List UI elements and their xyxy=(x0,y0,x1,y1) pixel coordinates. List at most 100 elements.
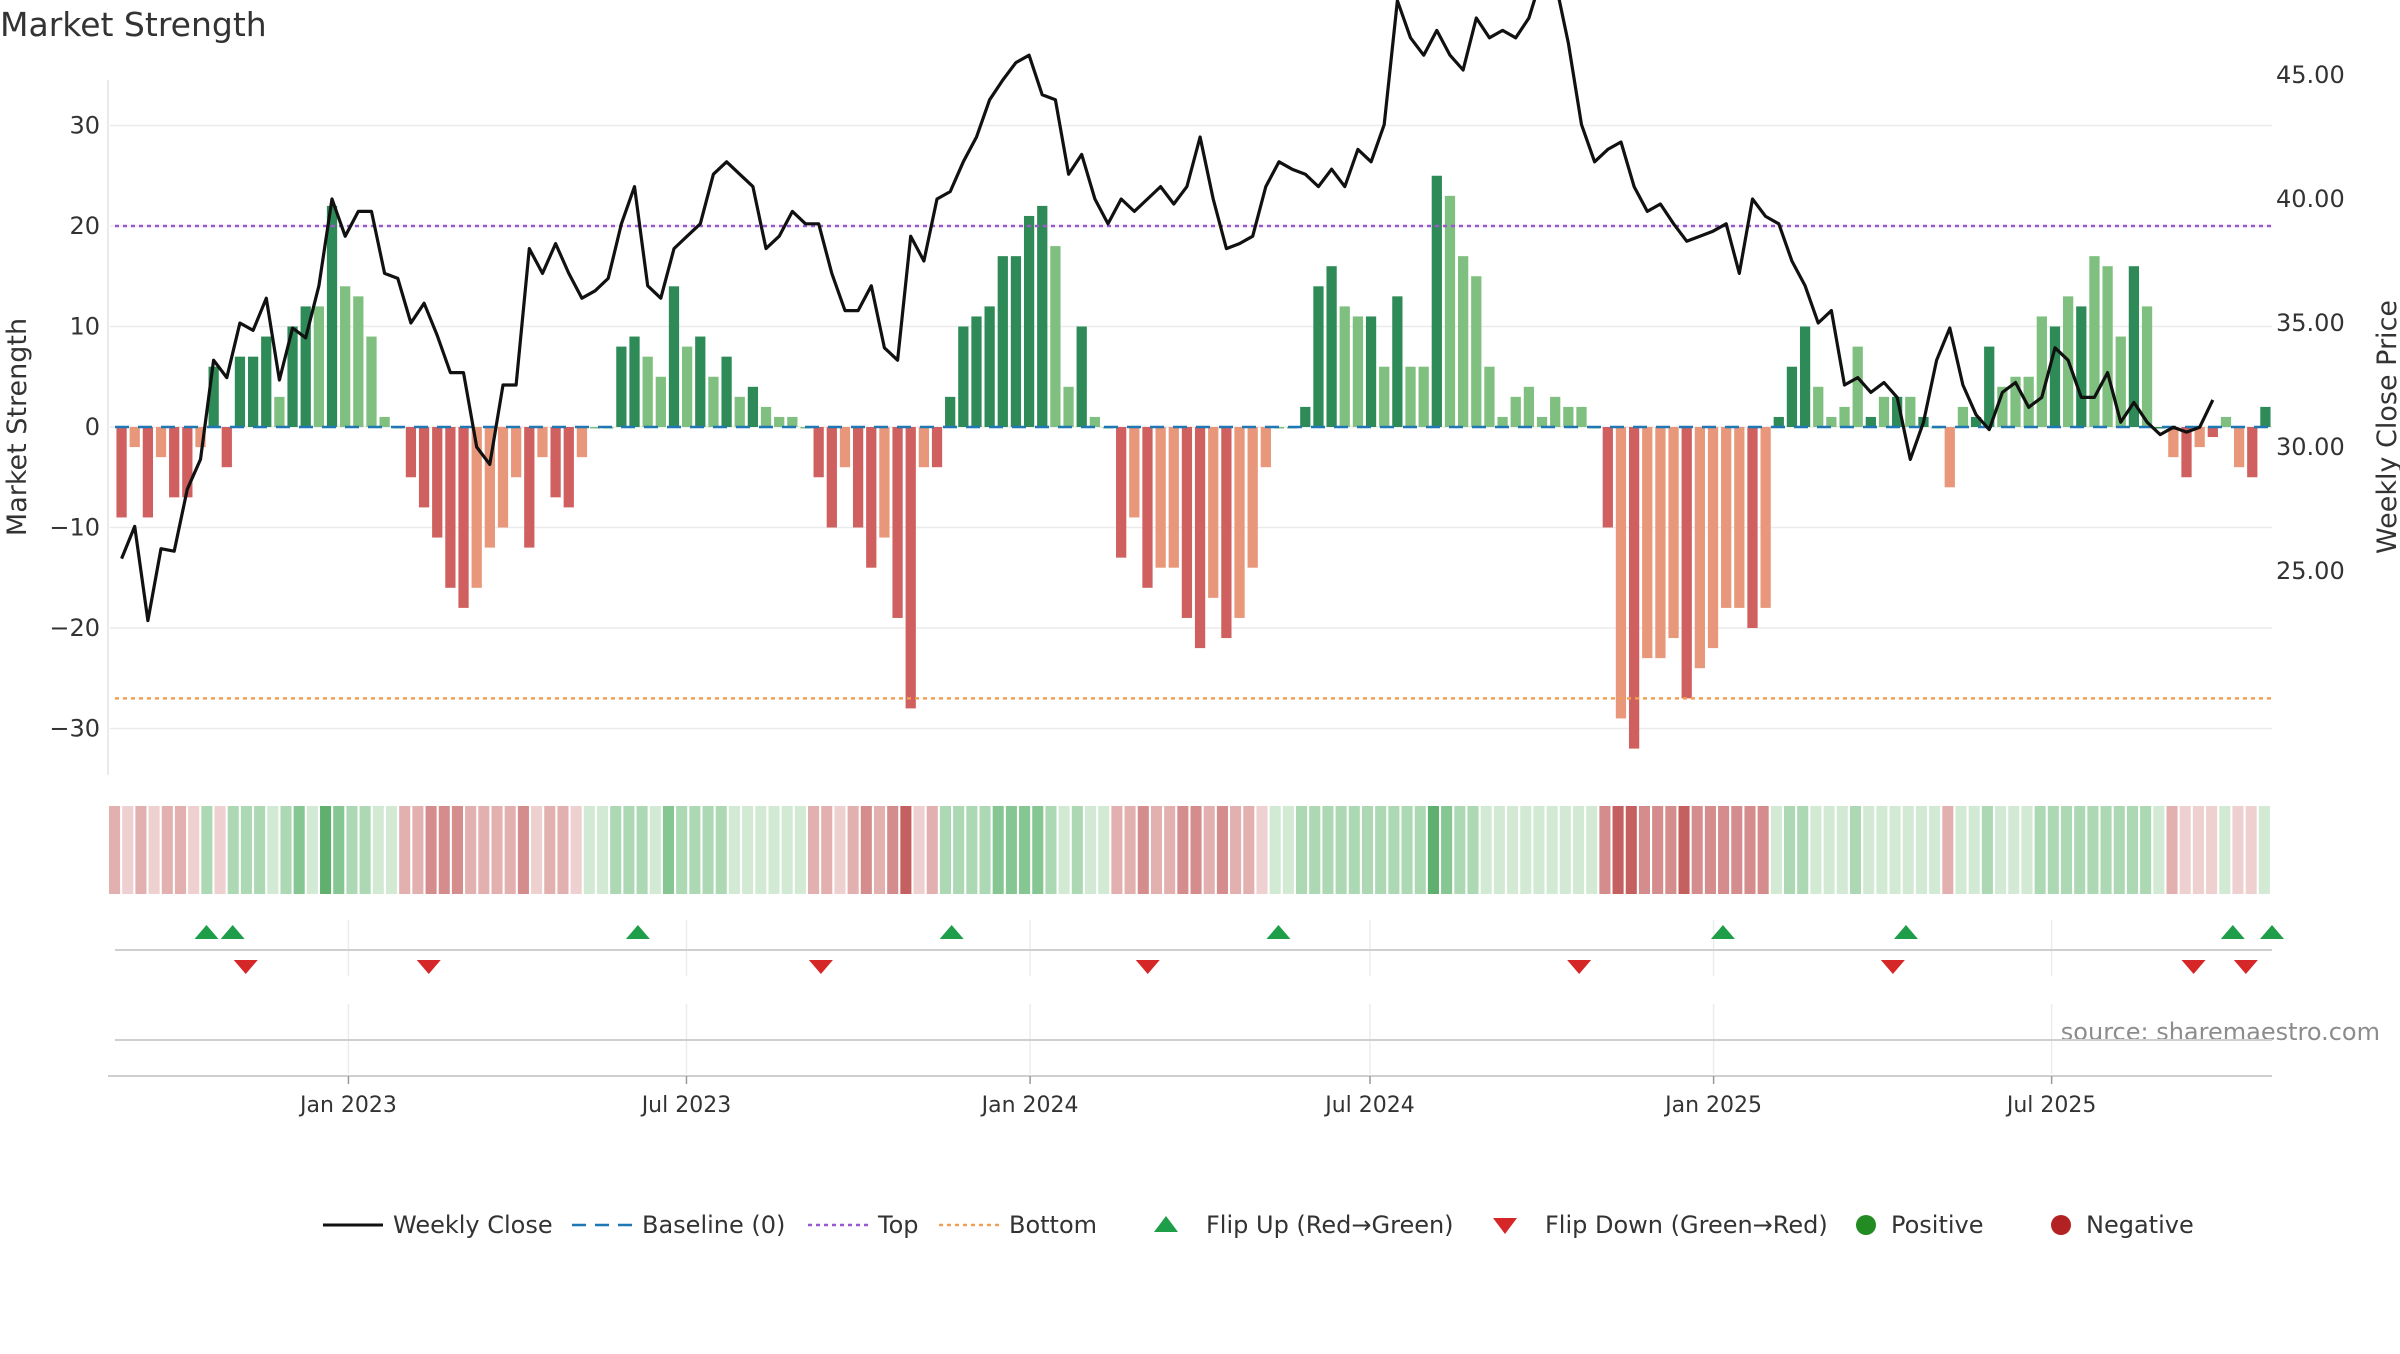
heat-cell xyxy=(1889,806,1901,894)
heat-cell xyxy=(1876,806,1888,894)
heat-cell xyxy=(1902,806,1914,894)
flip-down-marker xyxy=(233,960,258,974)
strength-bar xyxy=(2036,316,2047,427)
strength-bar xyxy=(2220,416,2232,427)
strength-bar xyxy=(787,416,798,427)
heat-cell xyxy=(794,806,806,894)
heat-cell xyxy=(1533,806,1545,894)
strength-bar xyxy=(169,427,180,498)
legend-label: Flip Up (Red→Green) xyxy=(1206,1211,1454,1239)
strength-bar xyxy=(668,286,680,427)
heat-cell xyxy=(979,806,991,894)
strength-bar xyxy=(353,296,364,427)
heat-cell xyxy=(359,806,371,894)
legend-item: Bottom xyxy=(939,1211,1097,1239)
strength-bar xyxy=(511,427,522,478)
strength-bar xyxy=(445,427,456,588)
heat-cell xyxy=(1032,806,1044,894)
heat-cell xyxy=(478,806,490,894)
heat-cell xyxy=(1150,806,1163,894)
flip-up-marker xyxy=(220,925,245,939)
heat-cell xyxy=(1230,806,1242,894)
legend-label: Top xyxy=(877,1211,919,1239)
heat-cell xyxy=(1388,806,1400,894)
y-axis-label: Market Strength xyxy=(2,318,33,536)
strength-bar xyxy=(2023,376,2034,427)
strength-bar xyxy=(2194,427,2205,448)
strength-bar xyxy=(458,427,469,608)
legend-item: Flip Up (Red→Green) xyxy=(1154,1211,1454,1239)
heat-cell xyxy=(517,806,529,894)
chart-title: Market Strength xyxy=(0,5,267,44)
strength-bar xyxy=(1826,416,1837,427)
heat-cell xyxy=(1638,806,1651,894)
heat-cell xyxy=(346,806,358,894)
strength-bar xyxy=(813,427,824,478)
strength-bar xyxy=(1063,386,1074,427)
strength-bar xyxy=(760,406,772,427)
heat-cell xyxy=(1058,806,1070,894)
heat-cell xyxy=(438,806,450,894)
strength-bar xyxy=(682,346,693,427)
strength-bar xyxy=(142,427,154,518)
strength-bar xyxy=(1615,427,1627,719)
heat-cell xyxy=(504,806,516,894)
strength-bar xyxy=(247,356,259,427)
strength-bar xyxy=(1326,266,1337,427)
heat-cell xyxy=(1849,806,1862,894)
strength-bar xyxy=(2115,336,2126,427)
y2-axis-label: Weekly Close Price xyxy=(2372,300,2400,554)
strength-bar xyxy=(1037,205,1048,427)
heat-cell xyxy=(280,806,292,894)
flip-markers-panel xyxy=(115,920,2284,1074)
heat-cell xyxy=(1441,806,1453,894)
heat-cell xyxy=(161,806,173,894)
y-tick-label: 0 xyxy=(85,413,100,441)
strength-bar xyxy=(1405,366,1416,427)
strength-bar xyxy=(1484,366,1495,427)
heat-cell xyxy=(953,806,965,894)
heat-cell xyxy=(1797,806,1809,894)
x-tick-label: Jan 2023 xyxy=(298,1093,397,1118)
strength-bar xyxy=(642,356,653,427)
heat-cell xyxy=(926,806,938,894)
heat-cell xyxy=(834,806,846,894)
heat-cell xyxy=(2192,806,2204,894)
strength-bar xyxy=(366,336,377,427)
heat-cell xyxy=(2232,806,2244,894)
strength-bar xyxy=(1300,406,1311,427)
heat-cell xyxy=(2206,806,2218,894)
strength-bar xyxy=(195,427,206,448)
strength-bar xyxy=(721,356,732,427)
strength-bar xyxy=(1576,406,1587,427)
strength-bars xyxy=(116,175,2271,749)
x-tick-label: Jul 2024 xyxy=(1323,1093,1415,1118)
strength-bar xyxy=(1681,427,1692,699)
heat-cell xyxy=(1111,806,1123,894)
heat-cell xyxy=(1335,806,1347,894)
heat-cell xyxy=(913,806,925,894)
strength-bar xyxy=(182,427,193,498)
heat-cell xyxy=(1823,806,1835,894)
heat-cell xyxy=(1098,806,1110,894)
strength-bar xyxy=(1668,427,1679,639)
heat-cell xyxy=(728,806,740,894)
heat-cell xyxy=(1296,806,1308,894)
strength-bar xyxy=(1786,366,1798,427)
strength-bar xyxy=(2128,266,2140,427)
heat-cell xyxy=(1612,806,1624,894)
strength-bar xyxy=(1839,406,1850,427)
x-axis: Jan 2023 Jul 2023 Jan 2024 Jul 2024 Jan 2025… xyxy=(108,1075,2272,1118)
strength-bar xyxy=(695,336,706,427)
heat-cell xyxy=(689,806,701,894)
strength-heat-strip xyxy=(109,806,2270,894)
strength-bar xyxy=(2181,427,2192,478)
heat-cell xyxy=(2258,806,2270,894)
heat-cell xyxy=(122,806,134,894)
heat-cell xyxy=(636,806,648,894)
heat-cell xyxy=(1256,806,1268,894)
heat-cell xyxy=(1137,806,1149,894)
heat-cell xyxy=(887,806,899,894)
heat-cell xyxy=(610,806,622,894)
